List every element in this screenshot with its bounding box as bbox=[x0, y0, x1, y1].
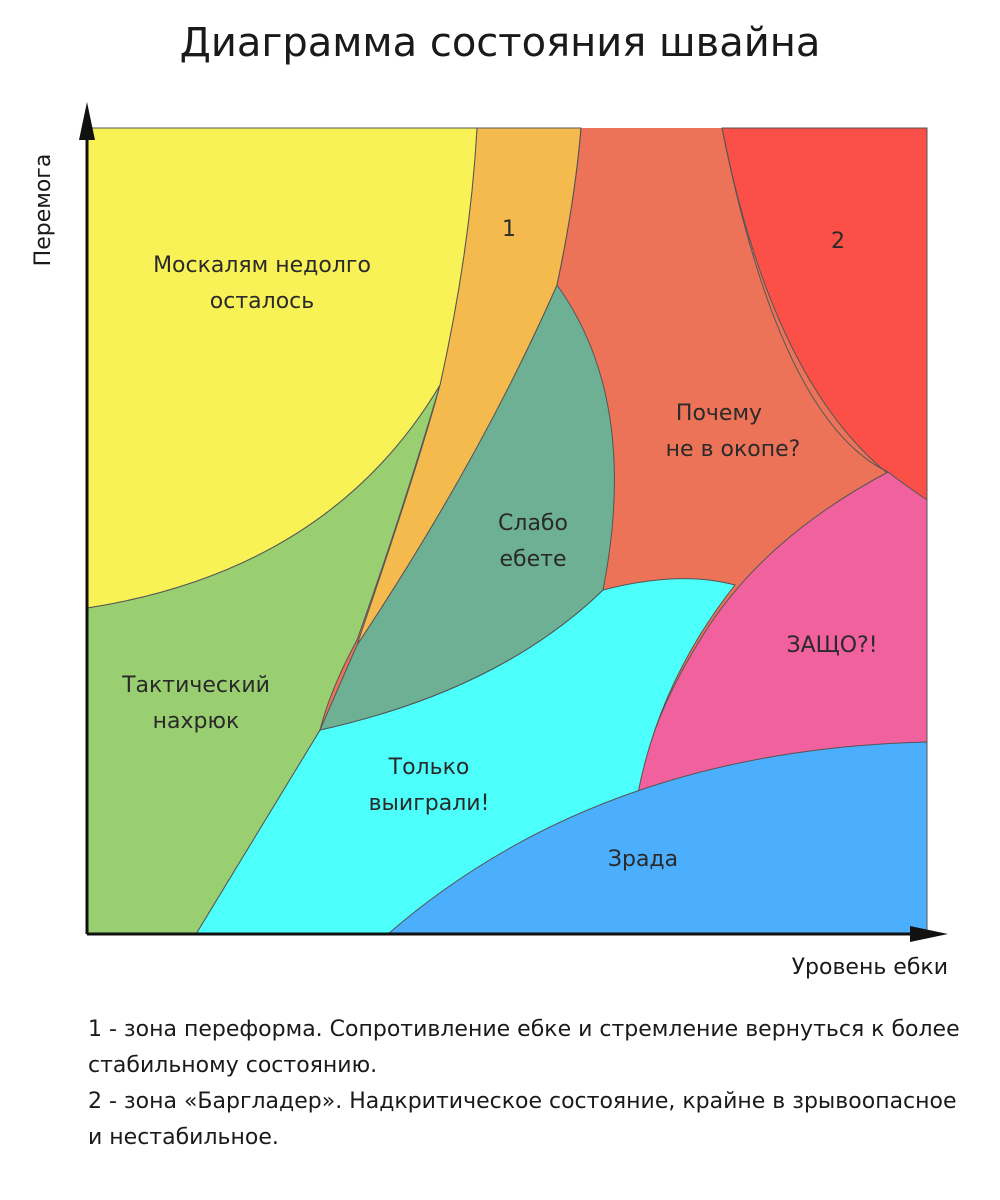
diagram-title: Диаграмма состояния швайна bbox=[179, 20, 821, 66]
y-axis-label: Перемога bbox=[31, 154, 56, 267]
zone-label-yellow-1: Москалям недолго bbox=[153, 253, 371, 278]
zone-label-cyan-1: Только bbox=[388, 755, 470, 780]
zone-label-green-2: нахрюк bbox=[153, 709, 240, 734]
zone-label-orange-1: Почему bbox=[676, 401, 762, 426]
moskalyam-region bbox=[86, 127, 478, 609]
zone-label-2: 2 bbox=[831, 229, 845, 254]
footnote-1: 1 - зона переформа. Сопротивление ебке и… bbox=[88, 1017, 960, 1078]
zone-label-cyan-2: выиграли! bbox=[369, 791, 490, 816]
footnotes: 1 - зона переформа. Сопротивление ебке и… bbox=[88, 1012, 968, 1156]
zone-label-pink: ЗАЩО?! bbox=[786, 633, 877, 658]
zone-label-yellow-2: осталось bbox=[210, 289, 314, 314]
zrada-region bbox=[386, 741, 928, 935]
x-axis-label: Уровень ебки bbox=[792, 955, 948, 980]
orange-boundary bbox=[556, 127, 582, 286]
x-axis-arrow-icon bbox=[910, 926, 948, 942]
zone-label-orange-2: не в окопе? bbox=[666, 437, 801, 462]
y-axis-arrow-icon bbox=[79, 102, 95, 140]
orange-red-boundary bbox=[721, 127, 889, 473]
zone-label-teal-1: Слабо bbox=[498, 511, 568, 536]
zone-label-blue: Зрада bbox=[608, 847, 678, 872]
footnote-2: 2 - зона «Баргладер». Надкритическое сос… bbox=[88, 1089, 957, 1150]
zone-label-teal-2: ебете bbox=[500, 547, 567, 572]
zone-label-green-1: Тактический bbox=[121, 673, 270, 698]
zone-label-1: 1 bbox=[502, 217, 516, 242]
